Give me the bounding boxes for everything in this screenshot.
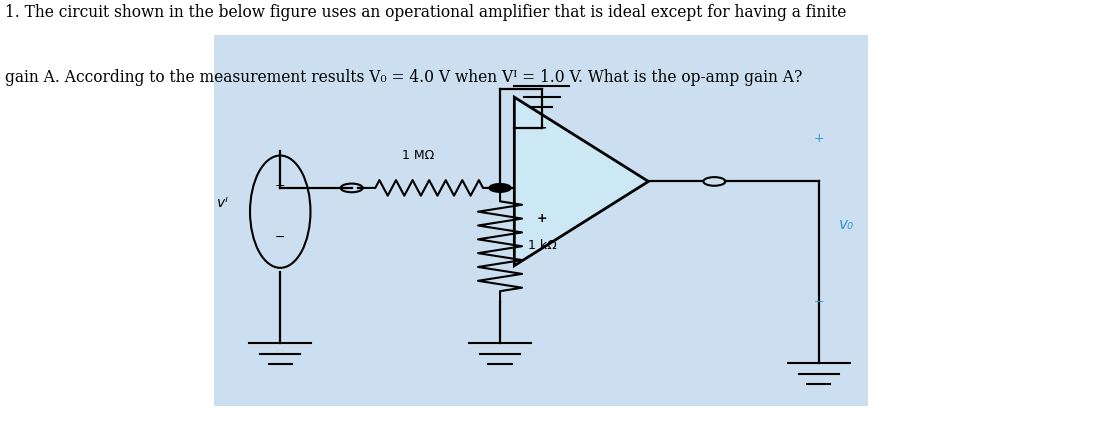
Text: 1. The circuit shown in the below figure uses an operational amplifier that is i: 1. The circuit shown in the below figure… <box>5 4 847 21</box>
Polygon shape <box>514 97 648 266</box>
Text: −: − <box>275 231 286 244</box>
Text: +: + <box>536 212 547 225</box>
Text: 1 kΩ: 1 kΩ <box>528 238 556 252</box>
Circle shape <box>489 184 511 192</box>
Text: 1 MΩ: 1 MΩ <box>402 149 434 162</box>
Text: vᴵ: vᴵ <box>217 196 227 210</box>
Text: v₀: v₀ <box>839 217 854 232</box>
Text: +: + <box>275 179 286 192</box>
Text: gain A. According to the measurement results V₀ = 4.0 V when Vᴵ = 1.0 V. What is: gain A. According to the measurement res… <box>5 69 803 86</box>
Text: +: + <box>813 132 824 145</box>
FancyBboxPatch shape <box>214 35 868 406</box>
Text: −: − <box>536 121 547 134</box>
Text: −: − <box>813 296 824 309</box>
